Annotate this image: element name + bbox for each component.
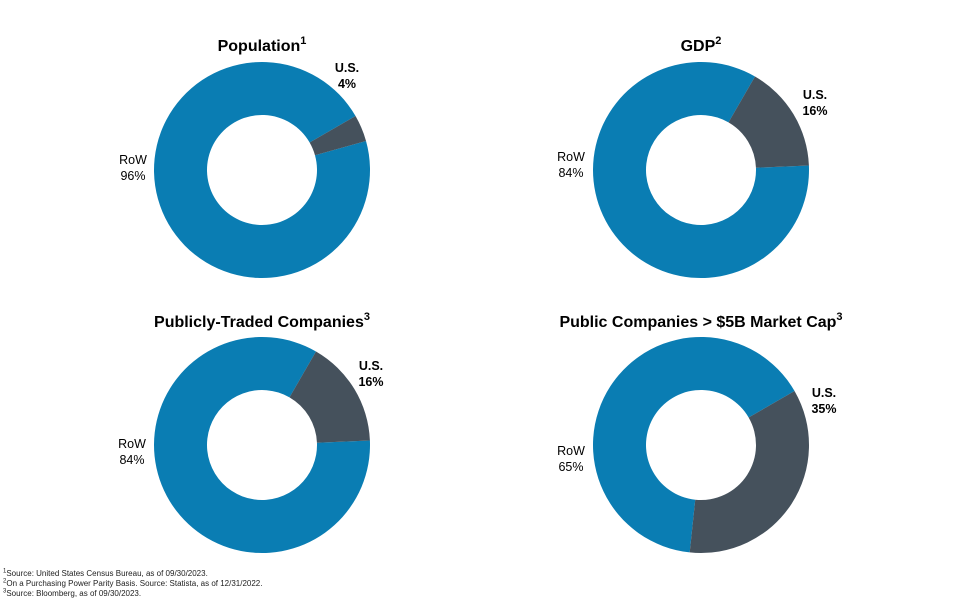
footnote-1: 1Source: United States Census Bureau, as… <box>3 568 208 578</box>
us-value-label: 35% <box>811 402 836 416</box>
us-label: U.S. <box>359 359 383 373</box>
us-value-label: 16% <box>802 104 827 118</box>
chart-title: GDP2 <box>681 35 722 55</box>
chart-title-sup: 1 <box>300 35 306 47</box>
donut-chart-2: GDP2 U.S. 16% RoW 84% <box>557 35 828 278</box>
row-label: RoW <box>118 437 146 451</box>
chart-title-text: Publicly-Traded Companies <box>154 314 364 331</box>
chart-title-text: Population <box>218 38 301 55</box>
row-label: RoW <box>557 444 585 458</box>
footnotes: 1Source: United States Census Bureau, as… <box>3 568 263 599</box>
chart-title: Public Companies > $5B Market Cap3 <box>559 311 842 331</box>
us-label: U.S. <box>803 88 827 102</box>
chart-title: Publicly-Traded Companies3 <box>154 311 370 331</box>
us-label: U.S. <box>335 61 359 75</box>
slice-us <box>728 76 809 168</box>
slice-us <box>289 351 370 443</box>
slice-row <box>154 337 370 554</box>
chart-title: Population1 <box>218 35 307 55</box>
footnote-2: 2On a Purchasing Power Parity Basis. Sou… <box>3 578 263 588</box>
footnote-3: 3Source: Bloomberg, as of 09/30/2023. <box>3 588 142 598</box>
us-label: U.S. <box>812 386 836 400</box>
chart-title-text: Public Companies > $5B Market Cap <box>559 314 836 331</box>
chart-title-text: GDP <box>681 38 716 55</box>
charts-area: Population1 U.S. 4% RoW 96% GDP2 U.S. 16% RoW 84%… <box>118 35 843 554</box>
chart-title-sup: 2 <box>715 35 721 47</box>
chart-title-sup: 3 <box>836 311 842 323</box>
slice-row <box>593 61 809 278</box>
slice-row <box>154 61 370 278</box>
donut-chart-3: Publicly-Traded Companies3 U.S. 16% RoW 84% <box>118 311 384 554</box>
us-value-label: 4% <box>338 77 356 91</box>
donut-chart-1: Population1 U.S. 4% RoW 96% <box>119 35 370 278</box>
slice-us <box>309 116 367 156</box>
row-value-label: 96% <box>120 169 145 183</box>
row-label: RoW <box>557 150 585 164</box>
slice-us <box>689 391 809 553</box>
slice-row <box>593 336 795 553</box>
row-value-label: 84% <box>119 453 144 467</box>
us-value-label: 16% <box>358 375 383 389</box>
donut-chart-4: Public Companies > $5B Market Cap3 U.S. 35… <box>557 311 843 553</box>
row-value-label: 84% <box>558 166 583 180</box>
chart-title-sup: 3 <box>364 311 370 323</box>
row-value-label: 65% <box>558 460 583 474</box>
row-label: RoW <box>119 153 147 167</box>
